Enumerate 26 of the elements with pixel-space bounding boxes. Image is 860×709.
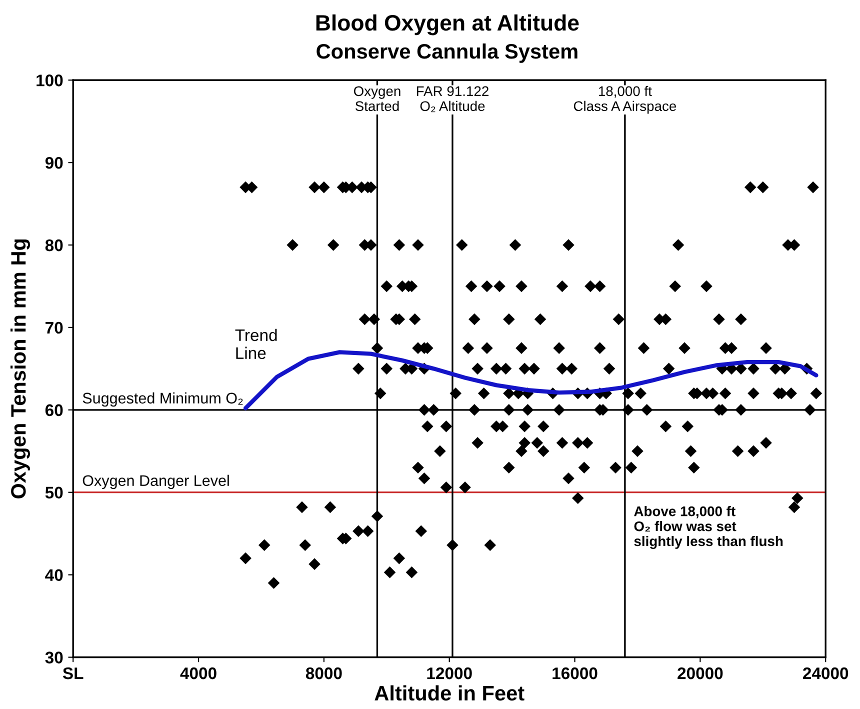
y-axis-title: Oxygen Tension in mm Hg [10,239,30,498]
annotation: Above 18,000 ft O₂ flow was set slightly less than flush [634,506,783,549]
ref-line-label: 18,000 ft Class A Airspace [574,86,676,114]
ref-line-label: Suggested Minimum O₂ [82,392,243,407]
y-tick-label: 60 [45,404,63,416]
y-tick-label: 100 [36,74,63,86]
y-tick-label: 40 [45,569,63,581]
y-tick-label: 90 [45,156,63,169]
y-tick-label: 80 [45,239,63,252]
x-tick-label: 8000 [306,667,342,680]
ref-line-label: Oxygen Danger Level [82,474,229,490]
annotation: Trend Line [235,328,277,360]
chart-subtitle: Conserve Cannula System [316,43,578,63]
ref-line-label: FAR 91.122 O₂ Altitude [416,86,488,112]
ref-line-label: Oxygen Started [354,86,400,112]
y-tick-label: 50 [45,486,63,499]
y-tick-label: 70 [46,322,63,334]
chart-title: Blood Oxygen at Altitude [316,14,579,36]
x-tick-label: 12000 [427,667,472,680]
y-tick-label: 30 [45,652,63,664]
x-tick-label: 16000 [552,667,598,680]
x-tick-label: 20000 [678,667,723,680]
x-tick-label: SL [62,667,84,680]
x-tick-label: 24000 [803,667,848,680]
x-tick-label: 4000 [180,667,216,680]
x-axis-title: Altitude in Feet [374,685,524,701]
